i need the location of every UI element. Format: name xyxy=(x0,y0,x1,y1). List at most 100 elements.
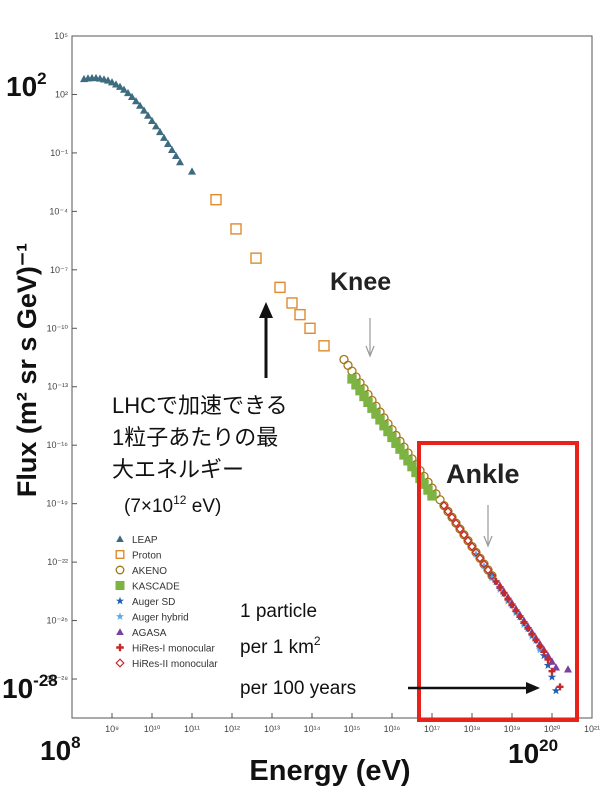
leap-point xyxy=(116,82,124,90)
y-tick-label: 10⁻¹³ xyxy=(47,382,68,392)
hires-i-monocular-point xyxy=(536,642,544,650)
hires-i-monocular-point xyxy=(528,630,536,638)
legend-label-leap: LEAP xyxy=(132,535,158,546)
x-tick-label: 10²¹ xyxy=(584,724,600,734)
legend-marker-leap xyxy=(116,535,124,543)
y-tick-label: 10⁻²⁵ xyxy=(47,616,69,626)
x-tick-label: 10²⁰ xyxy=(544,724,561,734)
y-tick-label: 10⁻⁷ xyxy=(50,265,68,275)
hires-ii-monocular-point xyxy=(451,518,461,528)
hires-ii-monocular-point xyxy=(475,553,485,563)
proton-point xyxy=(286,297,298,309)
ankle-highlight-box xyxy=(417,441,579,722)
ankle-label: Ankle xyxy=(446,459,520,489)
agasa-point xyxy=(564,665,572,673)
x-tick-label: 10¹³ xyxy=(264,724,280,734)
x-axis-title: Energy (eV) xyxy=(249,755,410,787)
big-x-right-label: 1020 xyxy=(508,736,558,769)
leap-point xyxy=(188,167,196,175)
y-tick-label: 10⁻¹ xyxy=(50,148,68,158)
axis-ticks: 10⁹ 10¹⁰ 10¹¹ 10¹² 10¹³ 10¹⁴ 10¹⁵ 10¹⁶ 10¹⁷ 10¹⁸ 1… xyxy=(46,31,600,734)
x-tick-label: 10⁹ xyxy=(105,724,119,734)
x-tick-label: 10¹² xyxy=(224,724,240,734)
y-tick-label: 10⁻¹⁶ xyxy=(47,440,69,450)
proton-point xyxy=(274,281,286,294)
y-tick-label: 10⁻²² xyxy=(47,557,68,567)
legend-label-kascade: KASCADE xyxy=(132,582,180,593)
leap-point xyxy=(124,88,132,97)
x-tick-label: 10¹⁹ xyxy=(504,724,521,734)
lhc-text-line-2: 1粒子あたりの最 xyxy=(112,425,278,450)
leap-point xyxy=(172,151,180,160)
legend-marker-auger-hybrid xyxy=(116,612,124,620)
proton-point xyxy=(294,308,306,321)
leap-point xyxy=(112,80,120,88)
auger-hybrid-point xyxy=(479,561,489,570)
y-tick-label: 10⁻¹⁰ xyxy=(47,323,69,333)
x-tick-label: 10¹⁰ xyxy=(144,724,161,734)
hires-ii-monocular-point xyxy=(467,542,477,551)
plot-frame xyxy=(71,35,593,719)
y-tick-label: 10⁵ xyxy=(54,31,68,41)
leap-point xyxy=(128,92,136,100)
particle-rate-line-2: per 1 km2 xyxy=(240,634,321,658)
leap-point xyxy=(160,133,168,141)
leap-point xyxy=(132,97,140,105)
ankle-arrow-head xyxy=(483,535,493,548)
hires-ii-monocular-point xyxy=(479,559,489,569)
legend-label-auger-hybrid: Auger hybrid xyxy=(132,613,189,624)
auger-sd-point xyxy=(551,686,561,695)
particle-rate-line-3: per 100 years xyxy=(240,678,356,699)
legend-marker-kascade xyxy=(115,581,125,591)
knee-arrow-head xyxy=(365,345,375,358)
hires-i-monocular-point xyxy=(548,667,556,675)
data-points xyxy=(80,73,572,695)
akeno-point xyxy=(339,354,349,365)
x-tick-label: 10¹⁷ xyxy=(424,724,440,734)
hires-i-monocular-point xyxy=(540,648,548,656)
leap-point xyxy=(176,158,184,166)
legend-label-hires-i-monocular: HiRes-I monocular xyxy=(132,644,215,655)
leap-point xyxy=(156,127,164,136)
hires-i-monocular-point xyxy=(508,601,516,609)
knee-label: Knee xyxy=(330,268,391,296)
leap-point xyxy=(120,85,128,93)
hires-i-monocular-point xyxy=(520,619,528,627)
akeno-point xyxy=(343,360,353,370)
big-y-top-label: 102 xyxy=(6,69,47,102)
legend-marker-hires-ii-monocular xyxy=(115,658,125,668)
legend-marker-agasa xyxy=(116,628,124,636)
y-tick-label: 10⁻¹⁹ xyxy=(46,499,68,509)
big-y-bottom-label: 10-28 xyxy=(2,671,58,704)
particle-rate-line-1: 1 particle xyxy=(240,601,317,622)
lhc-text-line-1: LHCで加速できる xyxy=(112,393,288,418)
big-x-left-label: 108 xyxy=(40,733,81,766)
auger-sd-point xyxy=(547,672,557,681)
legend-marker-proton xyxy=(115,550,125,560)
hires-ii-monocular-point xyxy=(439,501,449,510)
y-axis-title: Flux (m² sr s GeV)⁻¹ xyxy=(12,243,42,497)
proton-point xyxy=(318,340,330,352)
leap-point xyxy=(144,111,152,119)
leap-point xyxy=(152,122,160,130)
hires-i-monocular-point xyxy=(516,613,524,621)
leap-point xyxy=(108,78,116,86)
hires-ii-monocular-point xyxy=(483,565,493,575)
agasa-point xyxy=(544,651,552,659)
legend: LEAP Proton AKENO KASCADE Auger SD Auger hybr… xyxy=(115,535,218,670)
leap-point xyxy=(168,145,176,153)
agasa-point xyxy=(548,657,556,665)
lhc-energy-value: (7×1012 eV) xyxy=(124,493,221,517)
y-tick-label: 10⁻⁴ xyxy=(49,206,68,216)
legend-marker-auger-sd xyxy=(116,596,124,605)
hires-i-monocular-point xyxy=(492,578,500,586)
kascade-point xyxy=(427,491,437,501)
legend-label-auger-sd: Auger SD xyxy=(132,597,175,608)
agasa-point xyxy=(552,663,560,671)
akeno-point xyxy=(347,366,357,376)
particle-rate-arrow-head xyxy=(526,682,540,694)
hires-i-monocular-point xyxy=(496,583,504,591)
hires-ii-monocular-point xyxy=(459,530,469,540)
y-tick-label: 10² xyxy=(55,89,68,99)
proton-point xyxy=(304,322,316,334)
